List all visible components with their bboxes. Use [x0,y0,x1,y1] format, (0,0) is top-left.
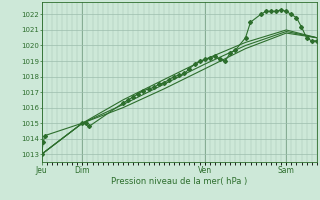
X-axis label: Pression niveau de la mer( hPa ): Pression niveau de la mer( hPa ) [111,177,247,186]
